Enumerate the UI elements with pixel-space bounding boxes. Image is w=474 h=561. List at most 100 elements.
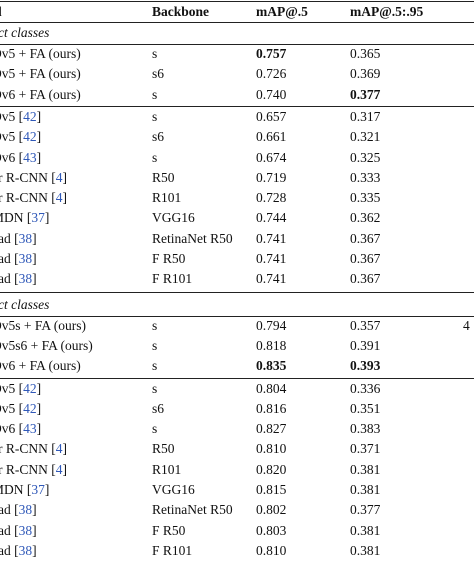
cell-model: ead [38] — [0, 271, 37, 287]
citation-link[interactable]: 42 — [23, 380, 37, 396]
cell-backbone: R50 — [152, 169, 175, 185]
table-row: ead [38] F R101 0.741 0.367 — [0, 269, 474, 289]
cell-backbone: s — [152, 337, 158, 353]
cell-map50: 0.810 — [256, 441, 287, 457]
cell-backbone: s — [152, 421, 158, 437]
cell-backbone: s — [152, 46, 158, 61]
cell-map50: 0.804 — [256, 380, 287, 396]
cell-model: Ov5 [42] — [0, 108, 42, 124]
cell-model: er R-CNN [4] — [0, 169, 67, 185]
cell-map50: 0.802 — [256, 502, 287, 518]
cell-map50: 0.657 — [256, 108, 287, 124]
section-title: ect classes — [0, 23, 474, 43]
cell-map50: 0.835 — [256, 358, 287, 374]
cell-map595: 0.369 — [350, 66, 381, 82]
cell-backbone: s — [152, 358, 158, 374]
cell-map595: 0.393 — [350, 358, 381, 374]
citation-link[interactable]: 4 — [55, 169, 63, 185]
citation-link[interactable]: 4 — [55, 190, 63, 206]
cell-backbone: s — [152, 317, 158, 333]
table-row: ead [38] F R50 0.803 0.381 — [0, 521, 474, 541]
cell-model: Ov5 [42] — [0, 129, 42, 145]
cell-map595: 0.333 — [350, 169, 381, 185]
cell-model: Ov6 [43] — [0, 149, 42, 165]
table-row: er R-CNN [4] R101 0.728 0.335 — [0, 188, 474, 208]
section-title-text: ect classes — [0, 25, 50, 40]
cell-map50: 0.726 — [256, 66, 287, 82]
cell-map595: 0.381 — [350, 542, 381, 558]
cell-backbone: s6 — [152, 400, 165, 416]
table-row: Ov6 + FA (ours) s 0.835 0.393 — [0, 356, 474, 376]
cell-model: Ov5 [42] — [0, 400, 42, 416]
cell-map595: 0.367 — [350, 251, 381, 266]
table-row: er R-CNN [4] R50 0.810 0.371 — [0, 439, 474, 459]
cell-backbone: s6 — [152, 66, 165, 82]
cell-backbone: F R101 — [152, 271, 193, 287]
table-header-row: el Backbone mAP@.5 mAP@.5:.95 — [0, 2, 474, 22]
cell-backbone: VGG16 — [152, 482, 195, 497]
section-rule — [0, 315, 474, 317]
citation-link[interactable]: 37 — [31, 210, 45, 226]
section-title-text: ect classes — [0, 296, 50, 312]
cell-model: Ov5 [42] — [0, 380, 42, 396]
citation-link[interactable]: 4 — [55, 461, 63, 477]
citation-link[interactable]: 38 — [18, 230, 33, 246]
citation-link[interactable]: 43 — [23, 149, 37, 165]
cell-map595: 0.321 — [350, 129, 381, 145]
header-map595: mAP@.5:.95 — [350, 4, 424, 19]
cell-backbone: s — [152, 108, 158, 124]
cell-map595: 0.325 — [350, 149, 381, 165]
cell-map595: 0.357 — [350, 317, 381, 333]
cell-map595: 0.381 — [350, 461, 381, 477]
cell-model: Ov6 + FA (ours) — [0, 358, 81, 374]
cell-map50: 0.815 — [256, 482, 287, 497]
table-row: MDN [37] VGG16 0.744 0.362 — [0, 208, 474, 228]
table-row: Ov6 [43] s 0.827 0.383 — [0, 419, 474, 439]
citation-link[interactable]: 42 — [23, 129, 37, 145]
citation-link[interactable]: 37 — [31, 482, 45, 497]
cell-map595: 0.335 — [350, 190, 381, 206]
cell-model: MDN [37] — [0, 482, 50, 497]
cell-map595: 0.377 — [350, 86, 381, 102]
section-rule — [0, 44, 474, 45]
citation-link[interactable]: 38 — [18, 522, 33, 538]
table-row: ead [38] RetinaNet R50 0.802 0.377 — [0, 500, 474, 520]
cell-model: ead [38] — [0, 230, 37, 246]
table-row: er R-CNN [4] R101 0.820 0.381 — [0, 460, 474, 480]
cell-model: er R-CNN [4] — [0, 190, 67, 206]
citation-link[interactable]: 38 — [18, 271, 33, 287]
cell-backbone: RetinaNet R50 — [152, 502, 233, 518]
group-rule — [0, 377, 474, 379]
cell-map595: 0.362 — [350, 210, 381, 226]
citation-link[interactable]: 38 — [18, 251, 33, 266]
cell-map595: 0.351 — [350, 400, 381, 416]
citation-link[interactable]: 42 — [23, 400, 37, 416]
cell-model: ead [38] — [0, 502, 37, 518]
section-end-rule — [0, 291, 474, 293]
cell-map50: 0.741 — [256, 251, 287, 266]
cell-model: ead [38] — [0, 542, 37, 558]
citation-link[interactable]: 43 — [23, 421, 37, 437]
cell-map595: 0.317 — [350, 108, 381, 124]
cell-map50: 0.818 — [256, 337, 287, 353]
cell-model: ead [38] — [0, 251, 37, 266]
cell-extra: 4 — [463, 317, 470, 333]
cell-map50: 0.728 — [256, 190, 287, 206]
citation-link[interactable]: 42 — [23, 108, 37, 124]
cell-map595: 0.381 — [350, 522, 381, 538]
table-row: Ov5s + FA (ours) s 0.794 0.357 4 — [0, 316, 474, 336]
cell-backbone: R50 — [152, 441, 175, 457]
table-row: MDN [37] VGG16 0.815 0.381 — [0, 480, 474, 500]
cell-map50: 0.661 — [256, 129, 287, 145]
cell-model: MDN [37] — [0, 210, 50, 226]
table-row: Ov6 + FA (ours) s 0.740 0.377 — [0, 85, 474, 105]
citation-link[interactable]: 38 — [18, 542, 33, 558]
citation-link[interactable]: 4 — [55, 441, 63, 457]
cell-backbone: s — [152, 380, 158, 396]
cell-model: er R-CNN [4] — [0, 441, 67, 457]
citation-link[interactable]: 38 — [18, 502, 33, 518]
cell-map50: 0.719 — [256, 169, 287, 185]
cell-map50: 0.744 — [256, 210, 287, 226]
cell-model: Ov5s + FA (ours) — [0, 317, 86, 333]
cell-map50: 0.794 — [256, 317, 287, 333]
